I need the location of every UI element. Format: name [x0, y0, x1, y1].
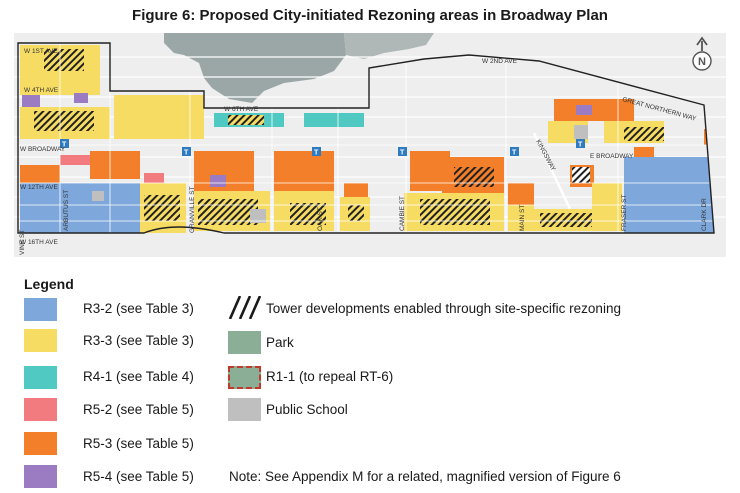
street-label-main: MAIN ST	[519, 205, 526, 231]
legend-swatch-r5-4	[24, 465, 57, 488]
zone-tower	[572, 167, 590, 183]
figure-title: Figure 6: Proposed City-initiated Rezoni…	[132, 7, 608, 24]
zone-r5-3	[554, 99, 634, 121]
zone-school	[92, 191, 104, 201]
north-arrow: N	[692, 36, 712, 71]
zone-r5-3	[634, 147, 654, 157]
svg-text:T: T	[578, 142, 583, 149]
legend-label-r4-1: R4-1 (see Table 4)	[83, 369, 194, 384]
svg-text:T: T	[400, 150, 405, 157]
zone-r5-4	[210, 175, 226, 187]
legend-label-r5-2: R5-2 (see Table 5)	[83, 402, 194, 417]
street-label-w4th: W 4TH AVE	[24, 87, 59, 94]
zone-tower	[44, 49, 84, 71]
legend-label-r1-1: R1-1 (to repeal RT-6)	[266, 369, 394, 384]
street-label-clark: CLARK DR	[701, 198, 708, 231]
water-body-east	[344, 33, 434, 59]
zone-r5-3	[20, 165, 60, 183]
legend-swatch-park	[228, 331, 261, 354]
zone-r5-4	[74, 93, 88, 103]
zone-school	[250, 209, 266, 223]
legend-swatch-r5-2	[24, 398, 57, 421]
zone-r5-3	[344, 183, 368, 197]
zone-r5-3	[508, 183, 534, 205]
legend-swatch-school	[228, 398, 261, 421]
zone-school	[574, 125, 588, 139]
zone-tower	[290, 203, 326, 225]
legend-label-r3-3: R3-3 (see Table 3)	[83, 333, 194, 348]
street-label-oak: OAK ST	[317, 207, 324, 231]
zone-r5-4	[22, 95, 40, 107]
svg-text:T: T	[62, 142, 67, 149]
legend-swatch-r1-1	[228, 366, 261, 389]
zone-tower	[34, 111, 94, 131]
zone-r3-2	[20, 183, 140, 233]
legend-swatch-r4-1	[24, 366, 57, 389]
zone-r5-2	[144, 173, 164, 185]
street-label-wbroadway: W BROADWAY	[20, 146, 66, 153]
legend-heading: Legend	[24, 276, 74, 292]
legend-swatch-tower	[228, 296, 261, 319]
legend-note: Note: See Appendix M for a related, magn…	[229, 469, 621, 484]
legend-label-r3-2: R3-2 (see Table 3)	[83, 301, 194, 316]
legend-swatch-r5-3	[24, 432, 57, 455]
zone-r4-1	[304, 113, 364, 127]
legend-label-tower: Tower developments enabled through site-…	[266, 301, 621, 316]
street-label-arbutus: ARBUTUS ST	[63, 190, 70, 231]
street-label-w1st: W 1ST AVE	[24, 48, 58, 55]
legend-swatch-r3-3	[24, 329, 57, 352]
zone-r3-2	[624, 157, 714, 233]
legend-label-r5-4: R5-4 (see Table 5)	[83, 469, 194, 484]
zone-r5-4	[576, 105, 592, 115]
plan-boundary	[17, 42, 715, 234]
zone-tower	[228, 115, 264, 125]
street-label-ebroadway: E BROADWAY	[590, 153, 634, 160]
zone-tower	[540, 213, 600, 227]
svg-text:N: N	[698, 56, 706, 68]
rezoning-map: T T T T T T W 1ST AVE W 2ND AVE W 4TH AV…	[14, 33, 726, 257]
zone-r5-3	[274, 151, 334, 191]
zone-r3-3	[508, 205, 534, 231]
zoning-blocks	[20, 45, 714, 233]
street-label-w12th: W 12TH AVE	[20, 184, 58, 191]
street-label-cambie: CAMBIE ST	[399, 196, 406, 231]
street-label-fraser: FRASER ST	[621, 194, 628, 231]
zone-tower	[454, 167, 494, 187]
svg-text:T: T	[184, 150, 189, 157]
zone-r3-3	[114, 95, 204, 139]
water-body	[164, 33, 346, 103]
zone-r3-3	[592, 183, 622, 231]
zone-tower	[624, 127, 664, 141]
street-label-w16th: W 16TH AVE	[20, 239, 58, 246]
zone-tower	[348, 205, 364, 221]
street-label-w6th: W 6TH AVE	[224, 106, 259, 113]
legend-label-r5-3: R5-3 (see Table 5)	[83, 436, 194, 451]
street-label-w2nd: W 2ND AVE	[482, 58, 518, 65]
zone-tower	[144, 195, 180, 221]
street-label-vine: VINE ST	[19, 230, 26, 255]
street-label-granville: GRANVILLE ST	[189, 186, 196, 233]
svg-text:T: T	[512, 150, 517, 157]
svg-text:T: T	[314, 150, 319, 157]
legend-swatch-r3-2	[24, 298, 57, 321]
legend-label-park: Park	[266, 335, 294, 350]
legend-label-school: Public School	[266, 402, 348, 417]
transit-markers: T T T T T T	[60, 139, 585, 157]
kingsway-road	[532, 132, 572, 210]
zone-r5-2	[60, 155, 90, 165]
zone-r5-3	[90, 151, 140, 179]
